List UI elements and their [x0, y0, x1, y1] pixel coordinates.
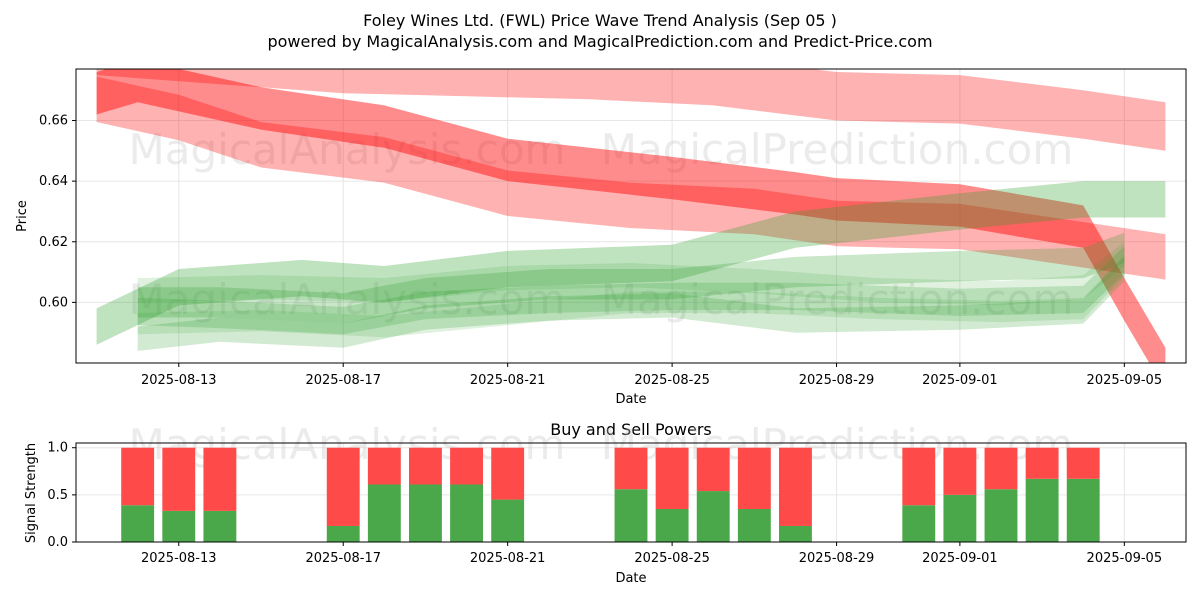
sell-bar: [491, 447, 525, 500]
wave-bands: [96, 69, 1166, 363]
top-y-ticks: 0.60 0.62 0.64 0.66: [39, 114, 76, 310]
sell-bar: [450, 447, 483, 485]
sell-bar: [367, 447, 401, 485]
top-grid: [76, 69, 1186, 363]
top-y-axis-label: Price: [15, 200, 30, 232]
buy-bar: [696, 491, 730, 542]
bottom-x-tick-label: 2025-08-21: [470, 551, 546, 566]
top-y-tick-label: 0.66: [39, 114, 68, 129]
bottom-y-tick-label: 1.0: [47, 441, 68, 456]
top-watermark-right: MagicalPrediction.com: [601, 125, 1074, 174]
buy-bar: [984, 489, 1018, 542]
bottom-plot-border: [75, 442, 1187, 543]
bottom-x-axis-label: Date: [615, 571, 646, 586]
bottom-y-tick-label: 0.5: [47, 488, 68, 503]
buy-bar: [655, 509, 689, 542]
top-x-axis-label: Date: [615, 392, 646, 407]
wave-band-1: [96, 69, 1166, 151]
sell-bar: [1025, 447, 1059, 479]
wave-band-2: [96, 76, 1166, 280]
buy-bar: [409, 484, 442, 542]
wave-band-7: [137, 241, 1125, 306]
bottom-y-tick-label: 0.0: [47, 535, 68, 550]
buy-bar: [203, 510, 237, 542]
bottom-y-axis-label: Signal Strength: [24, 443, 39, 543]
bottom-x-tick-label: 2025-08-25: [634, 551, 710, 566]
wave-band-6: [137, 256, 1125, 351]
bottom-x-tick-label: 2025-09-05: [1087, 551, 1163, 566]
buy-bar: [902, 505, 936, 542]
sell-bar: [409, 447, 442, 485]
top-x-tick-label: 2025-09-01: [922, 373, 998, 388]
bottom-x-tick-label: 2025-09-01: [922, 551, 998, 566]
top-x-tick-label: 2025-08-25: [634, 373, 710, 388]
bottom-y-ticks: 0.0 0.5 1.0: [47, 441, 76, 550]
top-watermark-left: MagicalAnalysis.com: [129, 125, 566, 174]
buy-bar: [614, 489, 648, 542]
top-plot-border: [75, 68, 1187, 364]
top-x-ticks: 2025-08-13 2025-08-17 2025-08-21 2025-08-25…: [141, 363, 1162, 388]
buy-bar: [779, 525, 812, 542]
sell-bar: [737, 447, 771, 509]
buy-bar: [1066, 478, 1100, 542]
sell-bar: [162, 447, 196, 511]
sell-bar: [326, 447, 360, 526]
buy-bar: [737, 509, 771, 542]
top-y-tick-label: 0.62: [39, 235, 68, 250]
bottom-x-ticks: 2025-08-13 2025-08-17 2025-08-21 2025-08-25…: [141, 542, 1162, 566]
sell-bar: [655, 447, 689, 509]
sell-bar: [779, 447, 812, 526]
buy-bar: [326, 525, 360, 542]
sell-bar: [614, 447, 648, 490]
wave-band-3: [96, 181, 1166, 345]
sell-bar: [696, 447, 730, 492]
bottom-x-tick-label: 2025-08-29: [799, 551, 875, 566]
sell-bar: [203, 447, 237, 511]
power-bars: [121, 447, 1100, 542]
buy-bar: [943, 494, 977, 542]
top-x-tick-label: 2025-09-05: [1087, 373, 1163, 388]
buy-bar: [367, 484, 401, 542]
sell-bar: [902, 447, 936, 506]
buy-bar: [491, 499, 525, 542]
wave-band-4: [137, 232, 1125, 324]
wave-band-5: [137, 246, 1125, 335]
top-x-tick-label: 2025-08-17: [305, 373, 381, 388]
bottom-x-tick-label: 2025-08-13: [141, 551, 217, 566]
bottom-plot: Buy and Sell Powers MagicalAnalysis.com …: [24, 420, 1187, 586]
top-watermark-left-2: MagicalAnalysis.com: [129, 275, 566, 324]
buy-bar: [162, 510, 196, 542]
sell-bar: [1066, 447, 1100, 479]
wave-band-0: [96, 69, 1166, 363]
sell-bar: [984, 447, 1018, 490]
chart-subtitle: powered by MagicalAnalysis.com and Magic…: [267, 32, 932, 51]
top-watermark-right-2: MagicalPrediction.com: [601, 275, 1074, 324]
sell-bar: [943, 447, 977, 495]
top-plot-frame: [76, 69, 1186, 363]
chart-title: Foley Wines Ltd. (FWL) Price Wave Trend …: [363, 11, 837, 30]
buy-bar: [1025, 478, 1059, 542]
power-chart-title: Buy and Sell Powers: [550, 420, 712, 439]
buy-bar: [121, 505, 155, 542]
top-y-tick-label: 0.60: [39, 295, 68, 310]
wave-band-8: [137, 255, 1125, 338]
top-x-tick-label: 2025-08-21: [470, 373, 546, 388]
top-x-tick-label: 2025-08-29: [799, 373, 875, 388]
sell-bar: [121, 447, 155, 506]
top-plot: MagicalAnalysis.com MagicalPrediction.co…: [15, 68, 1187, 407]
buy-bar: [450, 484, 483, 542]
bottom-x-tick-label: 2025-08-17: [305, 551, 381, 566]
top-y-tick-label: 0.64: [39, 174, 68, 189]
top-x-tick-label: 2025-08-13: [141, 373, 217, 388]
